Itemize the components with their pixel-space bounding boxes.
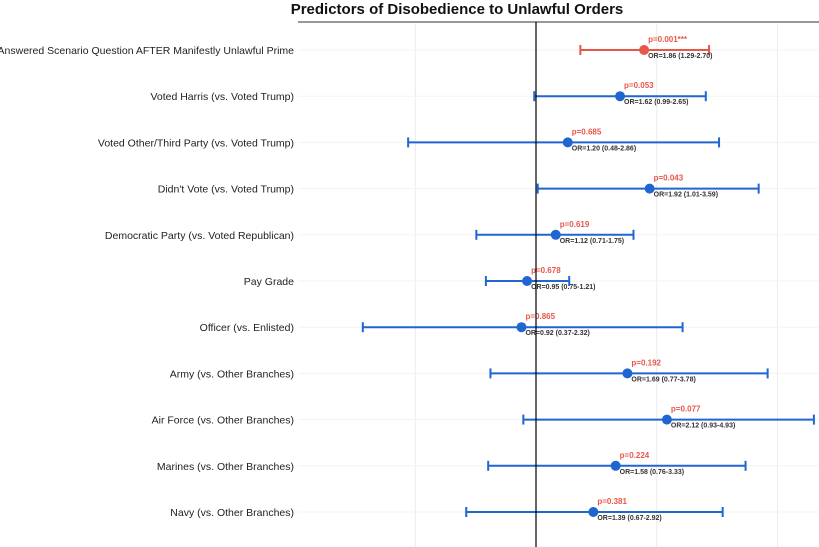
or-ci-label: OR=1.12 (0.71-1.75) <box>560 238 624 245</box>
p-value-label: p=0.053 <box>624 81 654 90</box>
row-label: Marines (vs. Other Branches) <box>157 461 294 473</box>
p-value-label: p=0.077 <box>671 405 701 414</box>
row-label: Pay Grade <box>244 276 294 288</box>
row-label: Voted Harris (vs. Voted Trump) <box>150 91 294 103</box>
row-label: Air Force (vs. Other Branches) <box>152 415 294 427</box>
or-ci-label: OR=1.92 (1.01-3.59) <box>654 192 718 199</box>
odds-ratio-point <box>610 460 621 471</box>
odds-ratio-point <box>615 91 626 102</box>
row-label: Answered Scenario Question AFTER Manifes… <box>0 45 294 57</box>
or-ci-label: OR=1.86 (1.29-2.70) <box>648 53 712 60</box>
or-ci-label: OR=1.20 (0.48-2.86) <box>572 145 636 152</box>
odds-ratio-point <box>516 322 527 333</box>
odds-ratio-point <box>644 183 655 194</box>
row-label: Didn't Vote (vs. Voted Trump) <box>158 184 294 196</box>
odds-ratio-point <box>550 229 561 240</box>
or-ci-label: OR=1.69 (0.77-3.78) <box>631 376 695 383</box>
or-ci-label: OR=2.12 (0.93-4.93) <box>671 423 735 430</box>
row-label: Army (vs. Other Branches) <box>170 368 294 380</box>
p-value-label: p=0.685 <box>572 127 602 136</box>
or-ci-label: OR=0.92 (0.37-2.32) <box>525 330 589 337</box>
row-label: Navy (vs. Other Branches) <box>170 507 294 519</box>
p-value-label: p=0.381 <box>597 497 627 506</box>
or-ci-label: OR=1.39 (0.67-2.92) <box>597 515 661 522</box>
row-label: Officer (vs. Enlisted) <box>200 322 294 334</box>
rows-layer: Answered Scenario Question AFTER Manifes… <box>0 22 815 547</box>
odds-ratio-point <box>622 368 633 379</box>
odds-ratio-point <box>562 137 573 148</box>
odds-ratio-point <box>522 276 533 286</box>
odds-ratio-point <box>661 414 672 425</box>
p-value-label: p=0.619 <box>560 220 590 229</box>
chart-title: Predictors of Disobedience to Unlawful O… <box>291 1 624 18</box>
p-value-label: p=0.043 <box>654 174 684 183</box>
row-label: Voted Other/Third Party (vs. Voted Trump… <box>98 137 294 149</box>
p-value-label: p=0.678 <box>531 266 561 275</box>
p-value-label: p=0.001*** <box>648 35 688 44</box>
p-value-label: p=0.865 <box>525 312 555 321</box>
odds-ratio-point <box>639 45 650 55</box>
row-label: Democratic Party (vs. Voted Republican) <box>105 230 294 242</box>
odds-ratio-point <box>588 507 599 517</box>
p-value-label: p=0.192 <box>631 358 661 367</box>
or-ci-label: OR=0.95 (0.75-1.21) <box>531 284 595 291</box>
p-value-label: p=0.224 <box>620 451 650 460</box>
or-ci-label: OR=1.58 (0.76-3.33) <box>620 469 684 476</box>
or-ci-label: OR=1.62 (0.99-2.65) <box>624 99 688 106</box>
